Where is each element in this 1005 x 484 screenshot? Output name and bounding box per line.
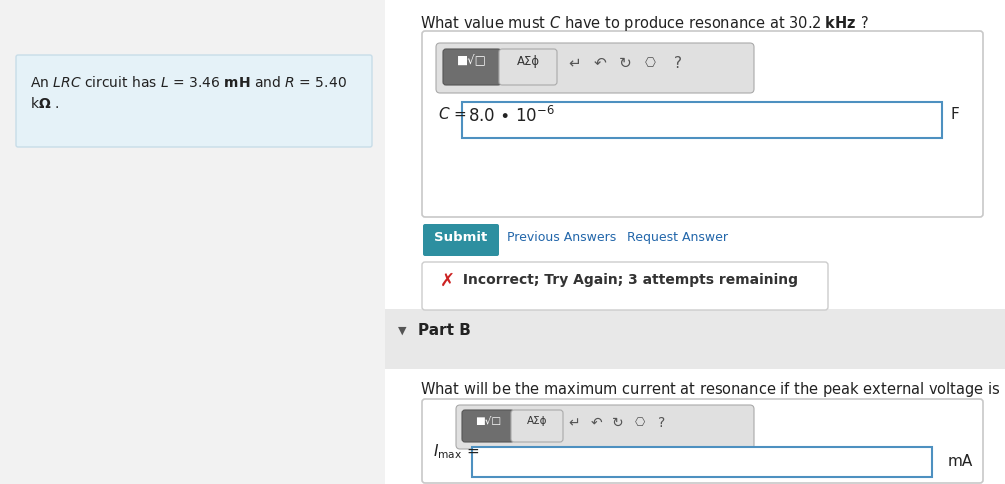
Bar: [385, 309, 1005, 484]
Bar: [385, 369, 1005, 484]
Text: ↵: ↵: [569, 55, 581, 70]
Text: AΣϕ: AΣϕ: [517, 54, 540, 67]
Text: ■√□: ■√□: [457, 54, 486, 67]
FancyBboxPatch shape: [499, 50, 557, 86]
Text: 8.0 $\bullet$ 10$^{-6}$: 8.0 $\bullet$ 10$^{-6}$: [468, 106, 555, 126]
Text: ↻: ↻: [619, 55, 631, 70]
Text: What will be the maximum current at resonance if the peak external voltage is 15: What will be the maximum current at reso…: [420, 379, 1005, 398]
Text: Submit: Submit: [434, 230, 487, 243]
Text: Previous Answers: Previous Answers: [507, 230, 616, 243]
Text: An $\mathit{LRC}$ circuit has $\mathit{L}$ = 3.46 $\mathbf{mH}$ and $\mathit{R}$: An $\mathit{LRC}$ circuit has $\mathit{L…: [30, 75, 347, 90]
Text: F: F: [951, 106, 960, 121]
Text: ⎔: ⎔: [644, 56, 655, 69]
FancyBboxPatch shape: [16, 56, 372, 148]
Text: ▼: ▼: [398, 325, 406, 335]
Text: k$\mathbf{\Omega}$ .: k$\mathbf{\Omega}$ .: [30, 96, 59, 111]
Text: Incorrect; Try Again; 3 attempts remaining: Incorrect; Try Again; 3 attempts remaini…: [458, 272, 798, 287]
Text: ■√□: ■√□: [475, 415, 501, 425]
Bar: [472, 447, 932, 477]
Text: Request Answer: Request Answer: [627, 230, 728, 243]
Text: AΣϕ: AΣϕ: [527, 415, 548, 425]
Bar: [385, 0, 1005, 309]
Bar: [385, 309, 1005, 484]
FancyBboxPatch shape: [423, 225, 499, 257]
Text: ⎔: ⎔: [635, 416, 645, 429]
Bar: [385, 309, 1005, 369]
Bar: [462, 103, 942, 139]
FancyBboxPatch shape: [511, 410, 563, 442]
Text: ↶: ↶: [594, 55, 606, 70]
Text: Part B: Part B: [418, 322, 471, 337]
Text: $C$ =: $C$ =: [438, 106, 466, 122]
FancyBboxPatch shape: [422, 32, 983, 217]
FancyBboxPatch shape: [443, 50, 501, 86]
FancyBboxPatch shape: [456, 405, 754, 449]
FancyBboxPatch shape: [422, 399, 983, 483]
Text: What value must $C$ have to produce resonance at 30.2 $\mathbf{kHz}$ ?: What value must $C$ have to produce reso…: [420, 14, 868, 33]
FancyBboxPatch shape: [422, 262, 828, 310]
FancyBboxPatch shape: [436, 44, 754, 94]
Text: ?: ?: [658, 415, 665, 429]
Text: mA: mA: [948, 454, 973, 469]
Text: ↻: ↻: [612, 415, 624, 429]
Text: ↵: ↵: [568, 415, 580, 429]
Text: ?: ?: [674, 55, 682, 70]
FancyBboxPatch shape: [462, 410, 514, 442]
Text: ↶: ↶: [590, 415, 602, 429]
Text: $I_{\mathrm{max}}$ =: $I_{\mathrm{max}}$ =: [433, 442, 479, 460]
Text: ✗: ✗: [440, 272, 455, 289]
